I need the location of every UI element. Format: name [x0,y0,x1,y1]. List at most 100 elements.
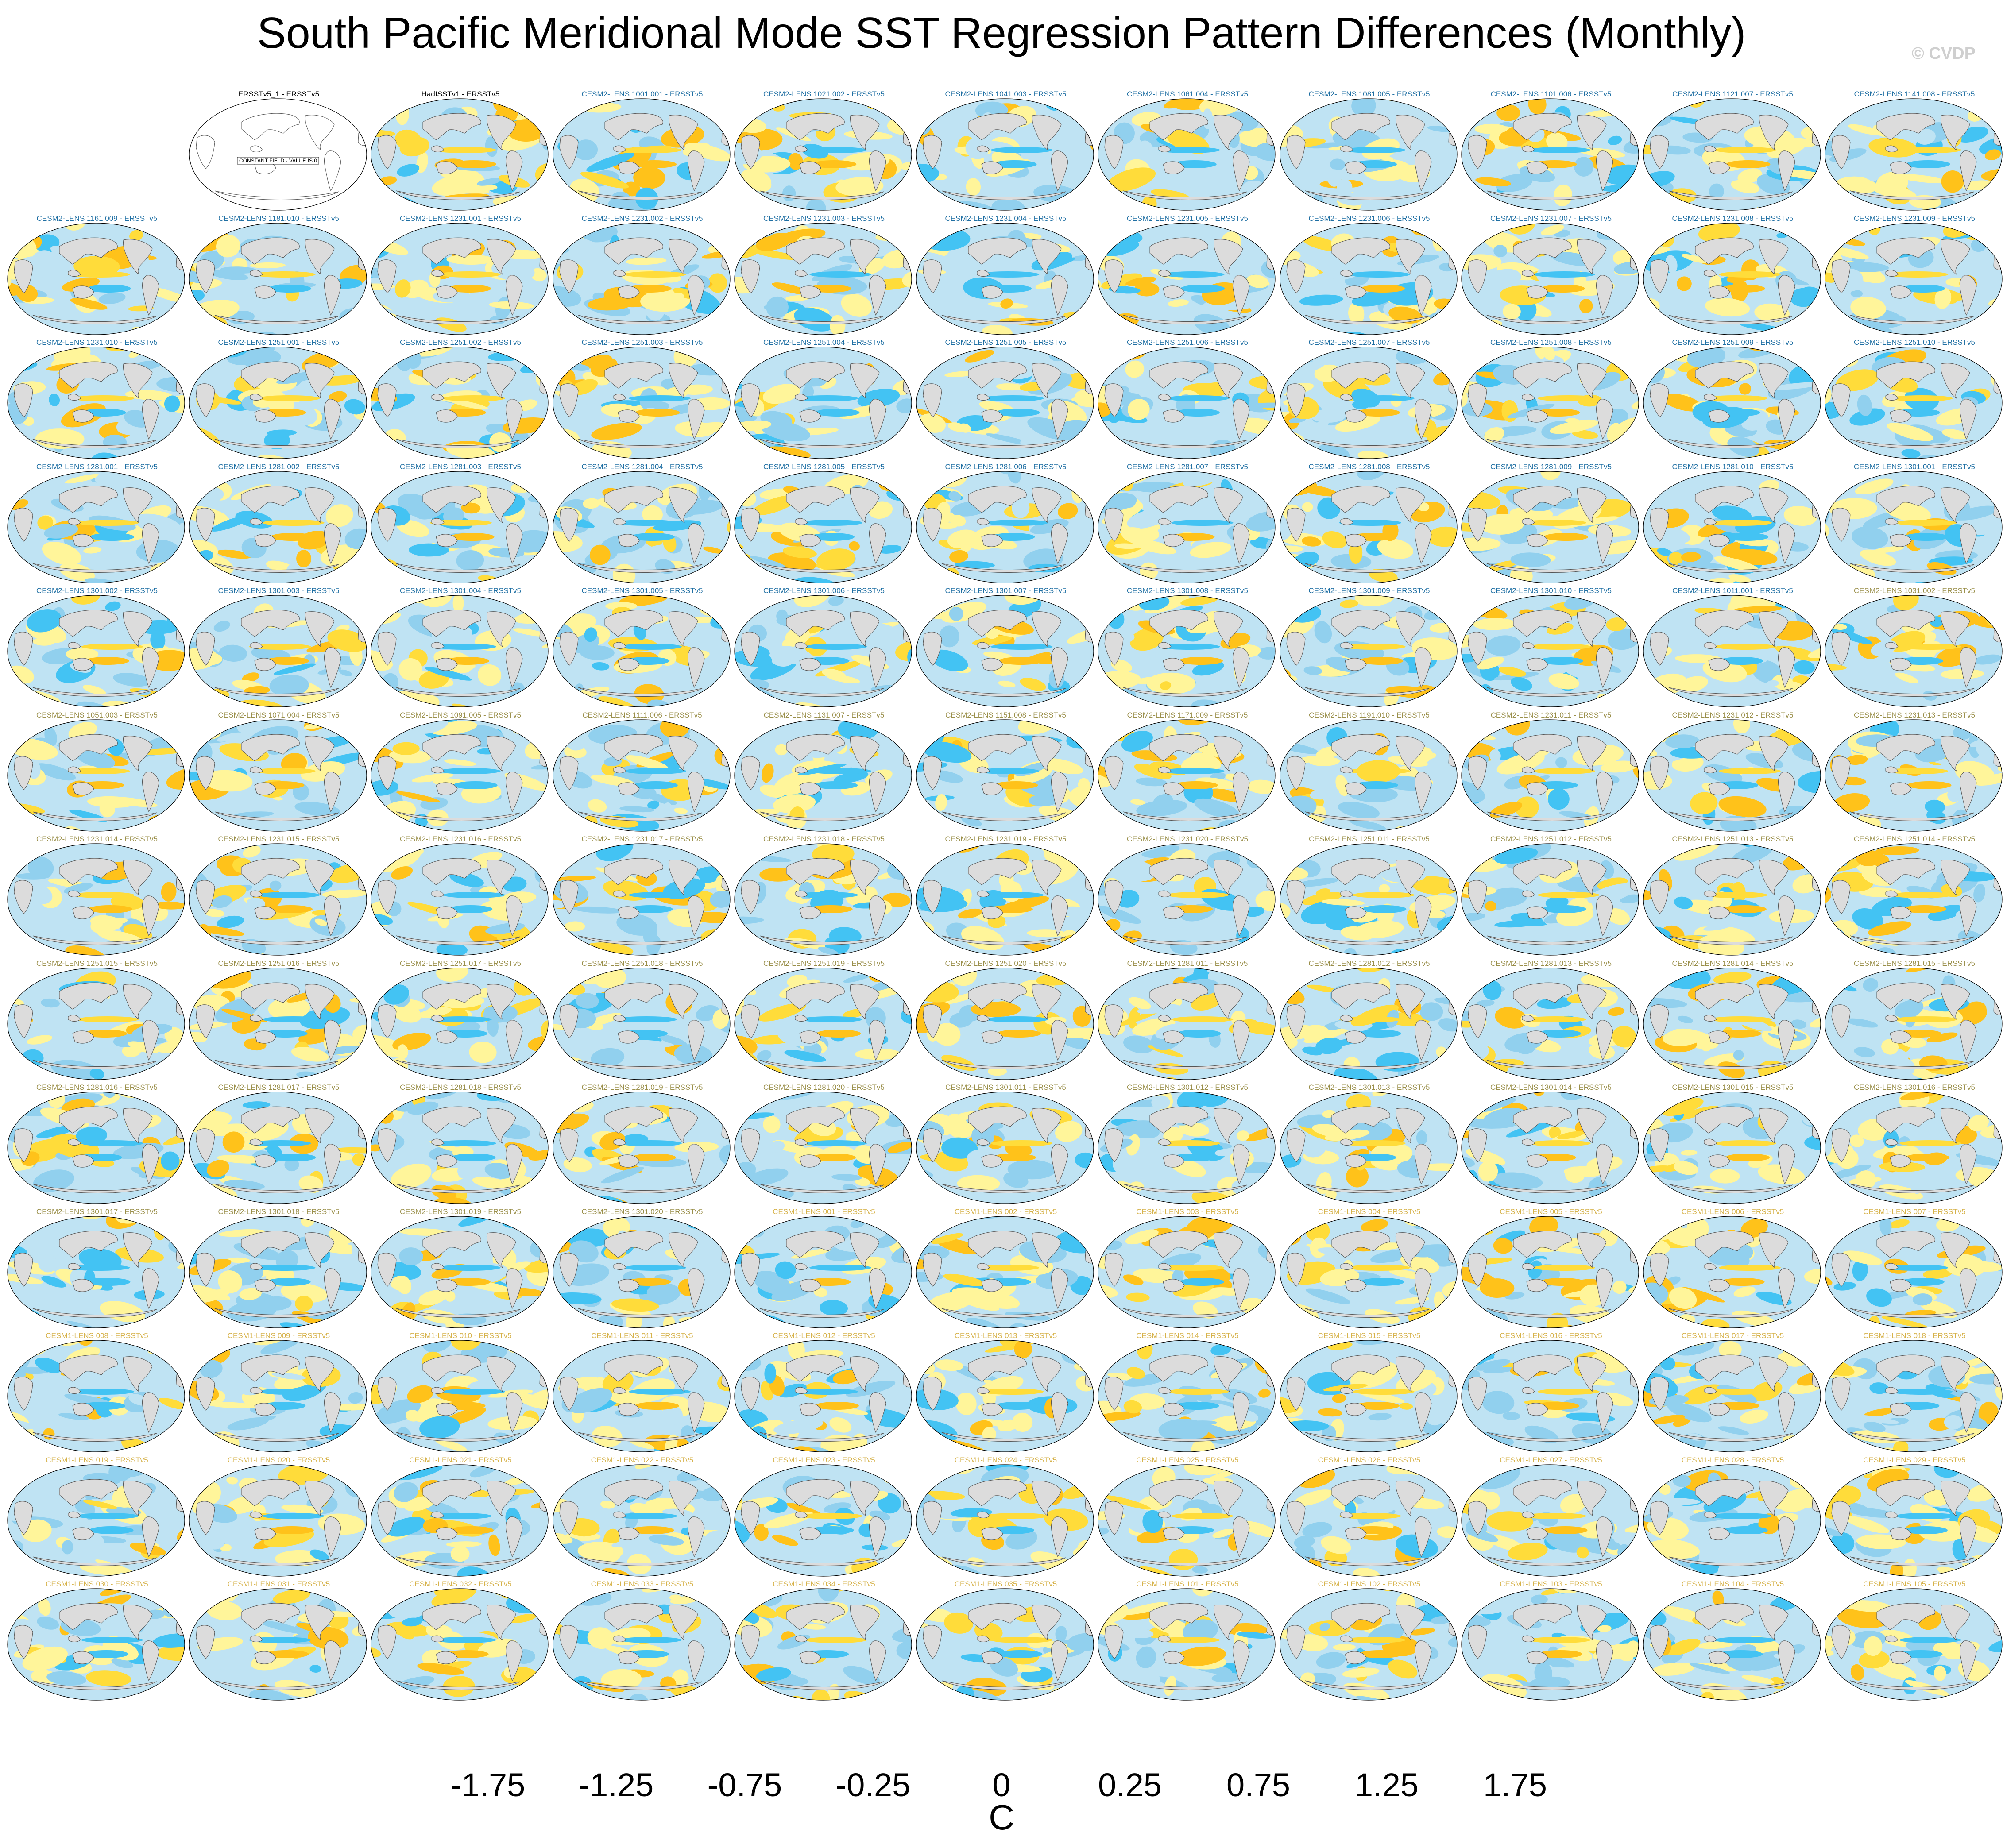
sst-difference-map: CONSTANT FIELD - VALUE IS 0 [189,98,367,211]
sst-difference-map [371,1464,549,1577]
map-panel: CESM2-LENS 1251.012 - ERSSTv5 [1460,835,1642,959]
sst-difference-map [1643,471,1821,583]
map-panel: CESM2-LENS 1231.003 - ERSSTv5 [733,214,915,338]
sst-difference-map [371,967,549,1080]
panel-title: CESM2-LENS 1111.006 - ERSSTv5 [582,710,702,719]
panel-title: CESM2-LENS 1281.004 - ERSSTv5 [581,462,703,471]
sst-difference-map [7,719,185,832]
panel-title: CESM2-LENS 1301.009 - ERSSTv5 [1308,586,1430,595]
panel-title: CESM1-LENS 030 - ERSSTv5 [46,1580,148,1588]
panel-title: CESM2-LENS 1231.019 - ERSSTv5 [945,835,1067,843]
sst-difference-map [1825,967,2003,1080]
map-panel: CESM2-LENS 1081.005 - ERSSTv5 [1279,90,1460,214]
map-panel: CESM2-LENS 1011.001 - ERSSTv5 [1642,586,1824,710]
sst-difference-map [1825,347,2003,459]
panel-title: CESM1-LENS 020 - ERSSTv5 [227,1455,330,1464]
map-panel: CESM2-LENS 1101.006 - ERSSTv5 [1460,90,1642,214]
map-panel: CESM1-LENS 033 - ERSSTv5 [552,1580,733,1704]
panel-title: HadISSTv1 - ERSSTv5 [421,90,500,98]
sst-difference-map [1825,719,2003,832]
map-panel: CESM2-LENS 1161.009 - ERSSTv5 [6,214,188,338]
map-panel: CESM2-LENS 1301.007 - ERSSTv5 [915,586,1097,710]
colorbar-tick-label: -0.75 [707,1767,782,1803]
sst-difference-map [189,843,367,956]
panel-title: CESM2-LENS 1281.019 - ERSSTv5 [581,1083,703,1092]
map-panel: CESM2-LENS 1231.008 - ERSSTv5 [1642,214,1824,338]
map-panel: CESM1-LENS 009 - ERSSTv5 [188,1331,370,1455]
panel-title: CESM2-LENS 1301.004 - ERSSTv5 [399,586,521,595]
sst-difference-map [734,843,912,956]
panel-title: CESM1-LENS 027 - ERSSTv5 [1500,1455,1602,1464]
map-panel: CESM2-LENS 1131.007 - ERSSTv5 [733,711,915,835]
panel-title: CESM1-LENS 018 - ERSSTv5 [1863,1331,1966,1340]
map-panel: CESM2-LENS 1281.005 - ERSSTv5 [733,463,915,586]
sst-difference-map [916,1340,1094,1452]
constant-field-note: CONSTANT FIELD - VALUE IS 0 [239,158,317,164]
map-panel: CESM2-LENS 1251.006 - ERSSTv5 [1097,338,1278,462]
panel-title: CESM2-LENS 1231.007 - ERSSTv5 [1490,214,1612,223]
sst-difference-map [7,967,185,1080]
map-panel: CESM2-LENS 1281.014 - ERSSTv5 [1642,959,1824,1083]
sst-difference-map [371,98,549,211]
map-panel: CESM2-LENS 1281.012 - ERSSTv5 [1279,959,1460,1083]
panel-title: CESM1-LENS 001 - ERSSTv5 [773,1207,875,1216]
map-panel: CESM2-LENS 1301.013 - ERSSTv5 [1279,1083,1460,1207]
map-panel: CESM1-LENS 003 - ERSSTv5 [1097,1208,1278,1331]
map-panel: CESM1-LENS 029 - ERSSTv5 [1824,1456,2003,1580]
map-panel: CESM2-LENS 1231.013 - ERSSTv5 [1824,711,2003,835]
panel-title: CESM2-LENS 1301.020 - ERSSTv5 [581,1207,703,1216]
sst-difference-map [916,843,1094,956]
panel-title: CESM2-LENS 1231.014 - ERSSTv5 [36,835,158,843]
panel-title: CESM1-LENS 003 - ERSSTv5 [1136,1207,1239,1216]
panel-title: CESM2-LENS 1251.017 - ERSSTv5 [399,959,521,968]
panel-title: CESM2-LENS 1231.018 - ERSSTv5 [763,835,885,843]
panel-title: CESM1-LENS 034 - ERSSTv5 [773,1580,875,1588]
map-panel: CESM2-LENS 1251.016 - ERSSTv5 [188,959,370,1083]
map-panel: CESM2-LENS 1301.015 - ERSSTv5 [1642,1083,1824,1207]
map-panel: CESM2-LENS 1231.017 - ERSSTv5 [552,835,733,959]
map-panel: CESM2-LENS 1301.010 - ERSSTv5 [1460,586,1642,710]
panel-title: CESM1-LENS 033 - ERSSTv5 [591,1580,694,1588]
map-panel: CESM1-LENS 023 - ERSSTv5 [733,1456,915,1580]
panel-title: CESM1-LENS 025 - ERSSTv5 [1136,1455,1239,1464]
sst-difference-map [916,1588,1094,1701]
sst-difference-map [1643,1215,1821,1328]
panel-title: CESM2-LENS 1301.005 - ERSSTv5 [581,586,703,595]
panel-title: CESM2-LENS 1001.001 - ERSSTv5 [581,90,703,98]
sst-difference-map [1461,347,1639,459]
panel-title: CESM2-LENS 1301.001 - ERSSTv5 [1853,462,1975,471]
map-panel: CESM2-LENS 1191.010 - ERSSTv5 [1279,711,1460,835]
sst-difference-map [1461,719,1639,832]
sst-difference-map [1825,1340,2003,1452]
panel-title: CESM1-LENS 024 - ERSSTv5 [954,1455,1057,1464]
sst-difference-map [1098,1464,1276,1577]
map-panel: CESM2-LENS 1251.015 - ERSSTv5 [6,959,188,1083]
panel-title: CESM2-LENS 1281.012 - ERSSTv5 [1308,959,1430,968]
sst-difference-map [552,1464,731,1577]
panel-title: CESM1-LENS 029 - ERSSTv5 [1863,1455,1966,1464]
map-panel: CESM1-LENS 020 - ERSSTv5 [188,1456,370,1580]
panel-title: CESM2-LENS 1141.008 - ERSSTv5 [1854,90,1975,98]
sst-difference-map [1098,843,1276,956]
map-panel: CESM2-LENS 1231.001 - ERSSTv5 [370,214,551,338]
map-panel: CESM2-LENS 1301.016 - ERSSTv5 [1824,1083,2003,1207]
sst-difference-map [371,595,549,707]
colorbar-tick-label: 0.75 [1226,1767,1291,1803]
panel-title: CESM2-LENS 1251.014 - ERSSTv5 [1853,835,1975,843]
map-panel: CESM2-LENS 1231.019 - ERSSTv5 [915,835,1097,959]
panel-title: CESM2-LENS 1301.015 - ERSSTv5 [1672,1083,1794,1092]
panel-title: CESM2-LENS 1101.006 - ERSSTv5 [1490,90,1612,98]
sst-difference-map [1461,1588,1639,1701]
panel-title: CESM2-LENS 1251.018 - ERSSTv5 [581,959,703,968]
map-panel: CESM2-LENS 1281.003 - ERSSTv5 [370,463,551,586]
panel-title: CESM2-LENS 1281.013 - ERSSTv5 [1490,959,1612,968]
map-panel: CESM2-LENS 1231.007 - ERSSTv5 [1460,214,1642,338]
sst-difference-map [1825,471,2003,583]
map-panel: CESM2-LENS 1071.004 - ERSSTv5 [188,711,370,835]
map-panel: CESM1-LENS 018 - ERSSTv5 [1824,1331,2003,1455]
map-panel: CESM2-LENS 1091.005 - ERSSTv5 [370,711,551,835]
colorbar-tick-label: -0.25 [835,1767,911,1803]
panel-title: CESM2-LENS 1251.008 - ERSSTv5 [1490,338,1612,347]
map-panel: HadISSTv1 - ERSSTv5 [370,90,551,214]
panel-title: CESM1-LENS 105 - ERSSTv5 [1863,1580,1966,1588]
